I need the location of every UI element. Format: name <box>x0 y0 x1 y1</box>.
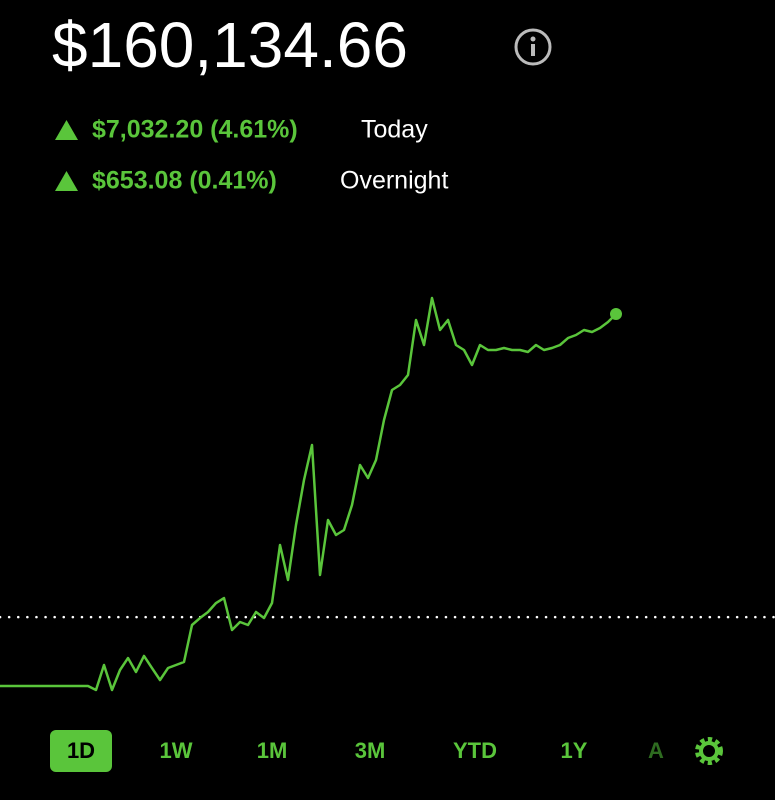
info-stem <box>531 44 535 56</box>
change-amount: $653.08 (0.41%) <box>92 167 277 195</box>
range-button[interactable]: 1Y <box>561 738 588 763</box>
current-point <box>610 308 622 321</box>
change-label: Today <box>361 116 428 144</box>
price-line <box>0 296 617 692</box>
range-label: 1D <box>67 738 95 763</box>
up-arrow <box>55 171 78 191</box>
gear-teeth <box>695 737 723 765</box>
info-button[interactable] <box>514 28 552 66</box>
settings-button[interactable] <box>695 737 723 765</box>
range-button[interactable]: YTD <box>453 738 497 763</box>
range-label: 1Y <box>561 738 588 763</box>
range-label: 3M <box>355 738 386 763</box>
portfolio-value: $160,134.66 <box>52 9 408 81</box>
info-circle <box>514 28 552 66</box>
range-button[interactable]: 1W <box>160 738 193 763</box>
range-button[interactable]: A <box>648 738 664 763</box>
range-highlight <box>50 730 112 772</box>
range-label: YTD <box>453 738 497 763</box>
up-arrow <box>55 120 78 140</box>
range-label: 1W <box>160 738 193 763</box>
info-dot <box>530 36 536 42</box>
range-button[interactable]: 3M <box>355 738 386 763</box>
change-amount: $7,032.20 (4.61%) <box>92 116 298 144</box>
range-label: 1M <box>257 738 288 763</box>
range-label: A <box>648 738 664 763</box>
range-button[interactable]: 1D <box>50 730 112 772</box>
gear-ring <box>699 741 719 761</box>
range-button[interactable]: 1M <box>257 738 288 763</box>
change-label: Overnight <box>340 167 448 195</box>
